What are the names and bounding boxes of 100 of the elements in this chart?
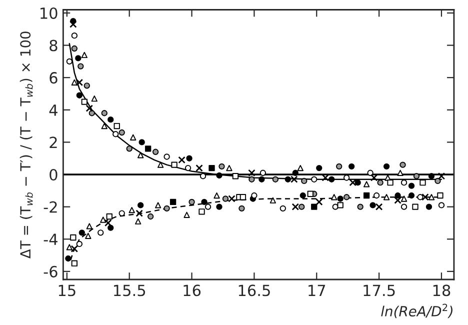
point [408, 192, 415, 199]
point [84, 82, 90, 89]
point [164, 154, 170, 160]
x-tick-label: 17.5 [364, 284, 395, 296]
point [344, 174, 350, 181]
point [138, 139, 145, 146]
point [373, 192, 380, 199]
point [292, 170, 298, 176]
point [157, 162, 164, 168]
point [437, 192, 444, 199]
point [332, 204, 338, 210]
point [75, 55, 82, 62]
point [91, 96, 98, 102]
point [251, 192, 258, 199]
point [331, 194, 338, 200]
point [336, 163, 342, 170]
point [400, 162, 406, 168]
x-axis-title: ln(ReA/D$^{2}$) [381, 304, 452, 318]
point [171, 162, 178, 168]
point [112, 131, 119, 138]
point [71, 79, 78, 86]
point [348, 163, 355, 170]
point [108, 224, 114, 231]
point [258, 176, 265, 182]
x-tick-label: 15 [58, 284, 76, 296]
point [363, 181, 370, 188]
point [78, 230, 85, 236]
point [397, 170, 404, 176]
point [101, 110, 108, 116]
point [280, 205, 286, 212]
point [216, 172, 222, 179]
point [76, 78, 84, 86]
point [66, 58, 73, 65]
point [400, 196, 408, 202]
point [301, 178, 308, 184]
point [104, 219, 112, 227]
point [101, 122, 108, 130]
point [128, 206, 135, 214]
point [144, 146, 152, 152]
point [138, 202, 144, 208]
point [118, 210, 125, 216]
point [71, 260, 78, 266]
point [147, 213, 154, 220]
point [370, 202, 376, 208]
point [70, 245, 78, 252]
y-tick-label: 10 [40, 7, 58, 19]
point [363, 192, 370, 199]
x-tick-label: 15.5 [114, 284, 146, 296]
point [400, 204, 408, 210]
point [292, 203, 300, 210]
point [86, 104, 94, 112]
point [272, 176, 279, 182]
point [114, 122, 120, 130]
point [86, 223, 92, 230]
point [66, 244, 73, 250]
x-tick-label: 16 [184, 284, 201, 296]
point [218, 163, 225, 170]
point [226, 164, 232, 172]
point [88, 110, 95, 116]
point [428, 173, 435, 180]
point [284, 176, 291, 182]
point [248, 176, 255, 182]
point [383, 194, 390, 200]
point [198, 208, 205, 215]
point [420, 180, 426, 186]
y-tick-label: 4 [49, 104, 58, 116]
y-tick-label: 2 [50, 136, 57, 148]
point [130, 134, 136, 140]
point [337, 202, 344, 208]
point [413, 173, 420, 180]
y-tick-label: 8 [50, 40, 58, 52]
point [394, 196, 402, 204]
point [311, 176, 318, 182]
point [118, 129, 125, 136]
point [270, 197, 276, 204]
point [135, 218, 142, 224]
point [200, 173, 206, 180]
point [328, 176, 335, 182]
point [394, 192, 401, 199]
point [184, 164, 192, 172]
point [71, 32, 78, 39]
point [78, 63, 84, 70]
point [136, 210, 143, 217]
y-tick-label: -2 [44, 201, 57, 213]
point [298, 204, 305, 210]
point [307, 190, 314, 197]
point [204, 204, 212, 210]
point [170, 198, 176, 206]
point [316, 164, 322, 172]
y-axis-title: ΔT = (T$_{wb}$ − T′) / (T − T$_{wb}$) × 100 [20, 32, 33, 258]
point [315, 198, 323, 206]
point [196, 164, 203, 172]
point [138, 152, 144, 158]
point [417, 194, 424, 200]
point [186, 155, 192, 162]
x-tick-label: 18 [433, 284, 450, 296]
point [400, 180, 408, 186]
point [65, 255, 72, 262]
point [81, 98, 88, 105]
point [377, 180, 384, 186]
